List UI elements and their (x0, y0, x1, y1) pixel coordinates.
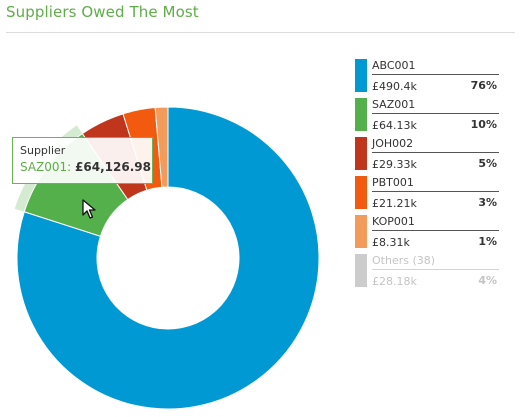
legend-divider (372, 269, 499, 270)
legend-divider (372, 152, 499, 153)
legend-swatch (355, 59, 367, 92)
legend-supplier-name: ABC001 (372, 59, 416, 72)
legend-item-abc001[interactable]: ABC001 £490.4k 76% (355, 57, 499, 96)
tooltip-label: Supplier (20, 144, 66, 157)
legend-amount: £64.13k (372, 119, 417, 132)
title-divider (6, 32, 515, 33)
widget-title: Suppliers Owed The Most (6, 3, 199, 21)
legend-amount: £490.4k (372, 80, 417, 93)
tooltip-content: SAZ001: £64,126.98 (20, 160, 152, 174)
legend-divider (372, 74, 499, 75)
legend-item-saz001[interactable]: SAZ001 £64.13k 10% (355, 96, 499, 135)
legend-item-pbt001[interactable]: PBT001 £21.21k 3% (355, 174, 499, 213)
legend-percent: 5% (478, 157, 497, 170)
legend-amount: £21.21k (372, 197, 417, 210)
legend-divider (372, 113, 499, 114)
legend-supplier-name: Others (38) (372, 254, 436, 267)
legend-supplier-name: PBT001 (372, 176, 414, 189)
legend-swatch (355, 254, 367, 287)
legend-percent: 3% (478, 196, 497, 209)
legend-supplier-name: JOH002 (372, 137, 414, 150)
legend-percent: 4% (478, 274, 497, 287)
legend-supplier-name: KOP001 (372, 215, 415, 228)
slice-kop001[interactable] (154, 106, 169, 188)
legend-item-others-38[interactable]: Others (38) £28.18k 4% (355, 252, 499, 291)
slice-abc001[interactable] (16, 106, 320, 410)
legend-percent: 1% (478, 235, 497, 248)
tooltip-supplier-code: SAZ001: (20, 160, 72, 174)
mouse-pointer-icon (82, 199, 96, 219)
legend-supplier-name: SAZ001 (372, 98, 416, 111)
legend-swatch (355, 98, 367, 131)
legend-percent: 10% (470, 118, 497, 131)
legend-divider (372, 191, 499, 192)
legend-divider (372, 230, 499, 231)
legend-swatch (355, 137, 367, 170)
legend-percent: 76% (470, 79, 497, 92)
legend-item-kop001[interactable]: KOP001 £8.31k 1% (355, 213, 499, 252)
legend-swatch (355, 176, 367, 209)
chart-tooltip: Supplier SAZ001: £64,126.98 (12, 137, 153, 184)
chart-legend: ABC001 £490.4k 76% SAZ001 £64.13k 10% JOH002 £2… (355, 57, 499, 291)
legend-swatch (355, 215, 367, 248)
legend-amount: £29.33k (372, 158, 417, 171)
legend-amount: £28.18k (372, 275, 417, 288)
legend-item-joh002[interactable]: JOH002 £29.33k 5% (355, 135, 499, 174)
legend-amount: £8.31k (372, 236, 410, 249)
tooltip-value: £64,126.98 (75, 160, 151, 174)
